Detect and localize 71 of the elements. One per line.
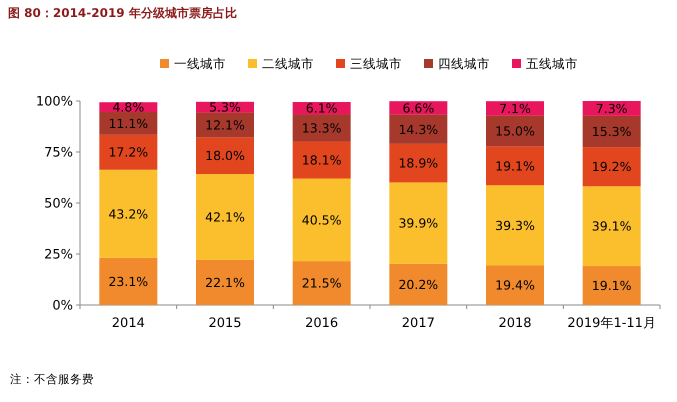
data-label: 40.5%: [302, 212, 342, 228]
data-label: 18.0%: [205, 148, 245, 164]
bar: [196, 174, 254, 260]
legend-label: 二线城市: [262, 56, 314, 71]
bar: [486, 146, 544, 186]
legend-label: 一线城市: [174, 56, 226, 71]
bar: [99, 134, 158, 170]
y-tick-label: 75%: [44, 146, 73, 160]
data-label: 19.2%: [592, 159, 632, 174]
data-label: 17.2%: [108, 144, 148, 160]
bar: [486, 185, 544, 266]
data-label: 39.1%: [592, 218, 632, 234]
bar: [292, 142, 351, 179]
data-label: 7.3%: [596, 100, 628, 116]
data-label: 4.8%: [112, 100, 144, 115]
data-label: 39.3%: [495, 218, 535, 233]
bar: [486, 265, 544, 305]
y-tick-label: 100%: [36, 94, 73, 110]
bar: [389, 144, 448, 182]
legend-label: 五线城市: [526, 56, 578, 71]
bar: [486, 116, 544, 146]
bar: [292, 114, 351, 142]
data-label: 18.9%: [398, 156, 438, 171]
data-label: 20.2%: [398, 276, 438, 292]
data-label: 21.5%: [302, 276, 342, 291]
data-label: 42.1%: [205, 209, 245, 224]
data-label: 6.6%: [402, 100, 434, 116]
bar: [99, 258, 158, 305]
x-tick-label: 2016: [305, 316, 338, 331]
legend-label: 三线城市: [350, 56, 402, 71]
bar: [99, 170, 158, 258]
bar: [582, 116, 641, 148]
text: 注：不含服务费: [10, 372, 94, 386]
data-label: 15.0%: [495, 123, 535, 138]
bar: [292, 261, 351, 305]
data-label: 22.1%: [205, 274, 245, 290]
chart-title: 图 80：2014-2019 年分级城市票房占比: [8, 6, 237, 20]
legend-label: 四线城市: [438, 56, 490, 71]
bar: [196, 112, 254, 138]
y-tick-label: 25%: [44, 248, 73, 262]
bar: [196, 260, 254, 305]
bar: [196, 137, 254, 174]
y-tick-label: 50%: [44, 196, 73, 212]
data-label: 14.3%: [398, 122, 438, 137]
data-label: 6.1%: [306, 100, 338, 116]
bar: [389, 182, 448, 264]
bar: [292, 178, 351, 262]
x-tick-label: 2019年1-11月: [567, 316, 656, 331]
data-label: 7.1%: [499, 100, 531, 116]
bar: [389, 114, 448, 144]
data-label: 39.9%: [398, 216, 438, 231]
y-tick-label: 0%: [52, 298, 73, 314]
x-tick-label: 2017: [402, 316, 435, 331]
data-label: 43.2%: [108, 206, 148, 222]
data-label: 13.3%: [302, 120, 342, 136]
bar: [582, 147, 641, 186]
data-label: 19.1%: [592, 278, 632, 294]
x-tick-label: 2015: [208, 316, 242, 331]
bar: [582, 186, 641, 266]
data-label: 5.3%: [209, 100, 241, 115]
data-label: 12.1%: [205, 117, 245, 132]
data-label: 18.1%: [302, 152, 342, 168]
x-tick-label: 2014: [112, 316, 145, 331]
bar: [389, 264, 448, 305]
data-label: 11.1%: [108, 116, 148, 131]
data-label: 15.3%: [592, 124, 632, 139]
data-label: 19.1%: [495, 158, 535, 174]
x-tick-label: 2018: [498, 316, 532, 331]
data-label: 19.4%: [495, 278, 535, 293]
bar: [582, 266, 641, 305]
data-label: 23.1%: [108, 274, 148, 289]
